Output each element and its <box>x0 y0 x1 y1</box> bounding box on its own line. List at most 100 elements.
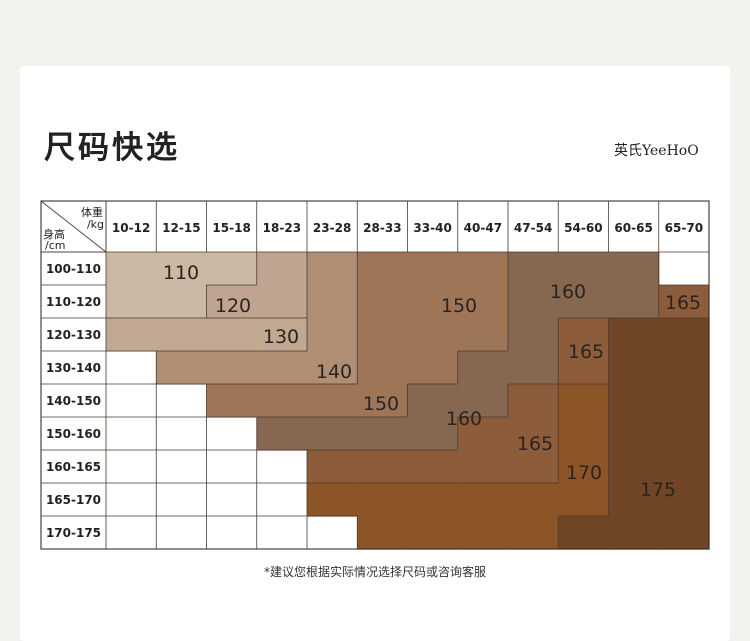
weight-header: 54-60 <box>564 221 602 235</box>
size-cell-150 <box>357 384 409 418</box>
weight-header: 33-40 <box>413 221 451 235</box>
size-label: 165 <box>517 433 553 455</box>
size-cell-120 <box>206 285 258 319</box>
size-cell-120 <box>256 285 308 319</box>
size-label: 150 <box>363 393 399 415</box>
size-cell-175 <box>658 483 710 517</box>
size-label: 140 <box>316 361 352 383</box>
size-cell-160 <box>357 417 409 451</box>
size-cell-160 <box>256 417 308 451</box>
size-cell-160 <box>608 252 660 286</box>
size-cell-170 <box>457 516 509 550</box>
size-cell-110 <box>106 252 157 286</box>
size-cell-150 <box>457 252 509 286</box>
size-cell-160 <box>407 417 459 451</box>
size-cell-150 <box>357 252 409 286</box>
weight-header: 28-33 <box>363 221 401 235</box>
size-cell-170 <box>558 384 610 418</box>
size-cell-110 <box>156 252 208 286</box>
weight-header: 18-23 <box>263 221 301 235</box>
height-label: 120-130 <box>46 328 101 342</box>
height-label: 100-110 <box>46 262 101 276</box>
size-cell-150 <box>357 351 409 385</box>
size-cell-120 <box>256 252 308 286</box>
size-cell-170 <box>558 450 610 484</box>
size-cell-150 <box>457 318 509 352</box>
weight-header: 65-70 <box>665 221 703 235</box>
size-cell-165 <box>307 450 358 484</box>
size-cell-165 <box>508 417 559 451</box>
size-cell-170 <box>357 516 409 550</box>
size-cell-175 <box>608 351 660 385</box>
size-label: 120 <box>215 295 251 317</box>
brand-logo: 英氏YeeHoO <box>614 143 699 159</box>
size-cell-165 <box>407 450 459 484</box>
size-cell-165 <box>457 417 509 451</box>
size-cell-140 <box>307 285 358 319</box>
size-label: 110 <box>163 262 199 284</box>
size-cell-175 <box>658 351 710 385</box>
size-cell-170 <box>508 483 559 517</box>
size-cell-165 <box>558 318 610 352</box>
page-title: 尺码快选 <box>44 130 180 166</box>
size-label: 130 <box>263 326 299 348</box>
size-cell-175 <box>558 516 610 550</box>
weight-header: 23-28 <box>313 221 351 235</box>
size-label: 165 <box>568 341 604 363</box>
weight-header: 15-18 <box>212 221 250 235</box>
size-cell-160 <box>508 351 559 385</box>
size-cell-175 <box>608 318 660 352</box>
weight-header: 12-15 <box>162 221 200 235</box>
size-label: 170 <box>566 462 602 484</box>
weight-header: 47-54 <box>514 221 552 235</box>
size-cell-150 <box>407 252 459 286</box>
size-cell-175 <box>658 417 710 451</box>
size-cell-150 <box>206 384 258 418</box>
size-label: 175 <box>640 479 676 501</box>
size-cell-170 <box>558 483 610 517</box>
size-cell-160 <box>457 384 509 418</box>
height-label: 110-120 <box>46 295 101 309</box>
size-cell-160 <box>457 351 509 385</box>
footnote: *建议您根据实际情况选择尺码或咨询客服 <box>263 565 486 579</box>
size-label: 160 <box>446 408 482 430</box>
size-cell-165 <box>508 384 559 418</box>
size-cell-175 <box>658 516 710 550</box>
size-cell-175 <box>608 417 660 451</box>
size-cell-175 <box>608 483 660 517</box>
size-cell-150 <box>307 384 358 418</box>
size-cell-160 <box>407 384 459 418</box>
size-cell-170 <box>558 417 610 451</box>
size-cell-140 <box>307 318 358 352</box>
height-label: 170-175 <box>46 526 101 540</box>
size-cell-175 <box>608 384 660 418</box>
size-cell-165 <box>508 450 559 484</box>
size-cell-160 <box>608 285 660 319</box>
size-cell-140 <box>256 351 308 385</box>
size-cell-165 <box>457 450 509 484</box>
size-cell-140 <box>156 351 208 385</box>
size-cell-160 <box>508 252 559 286</box>
size-cell-150 <box>357 285 409 319</box>
corner-weight-unit: /kg <box>87 218 104 231</box>
size-cell-165 <box>558 351 610 385</box>
size-cell-165 <box>357 450 409 484</box>
corner-height-label: 身高 <box>43 227 65 241</box>
weight-header: 60-65 <box>614 221 652 235</box>
size-cell-150 <box>457 285 509 319</box>
size-cell-110 <box>206 252 258 286</box>
weight-header: 40-47 <box>464 221 502 235</box>
corner-weight-label: 体重 <box>81 205 103 219</box>
size-cell-170 <box>407 516 459 550</box>
size-cell-175 <box>608 516 660 550</box>
size-cell-110 <box>156 285 208 319</box>
size-cell-160 <box>508 285 559 319</box>
size-cell-130 <box>156 318 208 352</box>
size-cell-170 <box>508 516 559 550</box>
size-cell-150 <box>357 318 409 352</box>
size-cell-160 <box>558 252 610 286</box>
height-label: 130-140 <box>46 361 101 375</box>
size-label: 165 <box>665 292 701 314</box>
size-cell-150 <box>407 285 459 319</box>
